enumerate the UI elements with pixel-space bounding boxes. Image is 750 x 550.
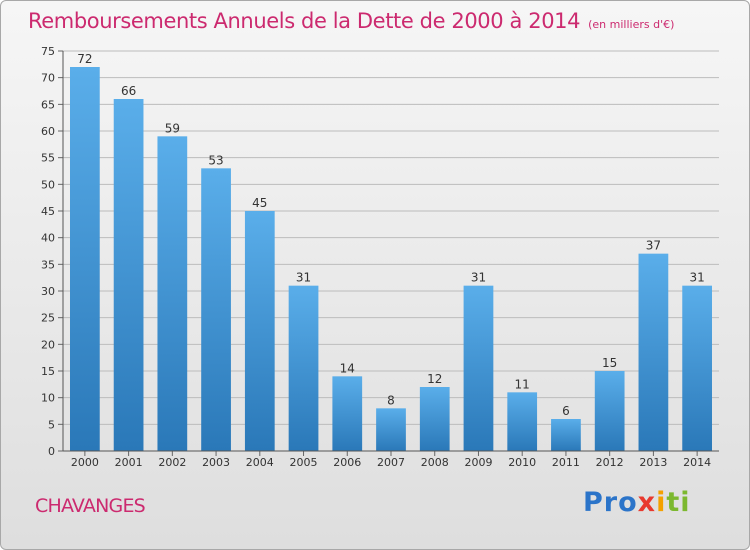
y-tick-label: 20 <box>41 338 55 351</box>
data-label: 59 <box>165 121 180 135</box>
data-label: 8 <box>387 393 395 407</box>
y-tick-label: 35 <box>41 258 55 271</box>
data-label: 66 <box>121 84 136 98</box>
x-tick-label: 2003 <box>202 456 230 469</box>
data-label: 12 <box>427 372 442 386</box>
bar <box>594 371 625 451</box>
x-tick-label: 2000 <box>71 456 99 469</box>
x-tick-label: 2004 <box>246 456 274 469</box>
bar <box>332 376 363 451</box>
logo-part-3: i <box>656 487 667 518</box>
bar <box>69 67 100 451</box>
bar <box>419 387 450 451</box>
data-label: 53 <box>208 153 223 167</box>
x-tick-label: 2009 <box>464 456 492 469</box>
bar <box>638 253 669 451</box>
data-label: 45 <box>252 196 267 210</box>
data-label: 31 <box>296 271 311 285</box>
data-label: 15 <box>602 356 617 370</box>
y-tick-label: 45 <box>41 205 55 218</box>
y-tick-label: 10 <box>41 392 55 405</box>
data-label: 11 <box>515 377 530 391</box>
x-tick-label: 2012 <box>596 456 624 469</box>
chart-title: Remboursements Annuels de la Dette de 20… <box>28 9 674 33</box>
y-tick-label: 30 <box>41 285 55 298</box>
y-tick-label: 5 <box>48 418 55 431</box>
x-tick-label: 2013 <box>639 456 667 469</box>
bar <box>157 136 188 452</box>
y-tick-label: 15 <box>41 365 55 378</box>
bar <box>288 285 319 451</box>
data-label: 6 <box>562 404 570 418</box>
title-main: Remboursements Annuels de la Dette de 20… <box>28 9 581 33</box>
y-tick-label: 55 <box>41 152 55 165</box>
data-label: 14 <box>340 361 355 375</box>
bars: 72 66 59 53 45 31 14 8 12 31 11 6 15 37 31 <box>69 52 713 452</box>
bar <box>682 285 713 451</box>
data-label: 31 <box>471 271 486 285</box>
x-tick-label: 2002 <box>158 456 186 469</box>
bar <box>463 285 494 451</box>
x-tick-label: 2014 <box>683 456 711 469</box>
data-label: 37 <box>646 239 661 253</box>
y-tick-label: 40 <box>41 232 55 245</box>
x-tick-label: 2001 <box>115 456 143 469</box>
y-tick-label: 60 <box>41 125 55 138</box>
title-subtitle: (en milliers d'€) <box>588 18 675 31</box>
bar <box>244 211 275 451</box>
bar <box>551 419 581 451</box>
x-tick-label: 2011 <box>552 456 580 469</box>
y-axis: 0 5 10 15 20 25 30 35 40 45 50 55 60 65 70 75 <box>41 45 64 458</box>
logo-part-2: x <box>637 487 657 518</box>
x-tick-label: 2010 <box>508 456 536 469</box>
x-tick-label: 2007 <box>377 456 405 469</box>
y-tick-label: 65 <box>41 98 55 111</box>
y-tick-label: 75 <box>41 45 55 58</box>
logo-part-1: Pro <box>583 487 638 518</box>
commune-name: CHAVANGES <box>35 495 146 517</box>
x-tick-label: 2008 <box>421 456 449 469</box>
proxiti-logo: Proxiti <box>583 487 691 518</box>
x-tick-label: 2005 <box>290 456 318 469</box>
y-tick-label: 0 <box>48 445 55 458</box>
x-axis: 2000 2001 2002 2003 2004 2005 2006 2007 2008 2009… <box>63 450 719 469</box>
y-tick-label: 70 <box>41 72 55 85</box>
logo-part-4: ti <box>666 487 691 518</box>
bar <box>113 99 144 451</box>
x-tick-label: 2006 <box>333 456 361 469</box>
bar <box>507 392 538 451</box>
bar <box>201 168 231 452</box>
y-tick-label: 50 <box>41 178 55 191</box>
data-label: 31 <box>689 271 704 285</box>
bar <box>376 408 406 451</box>
data-label: 72 <box>77 52 92 66</box>
y-tick-label: 25 <box>41 312 55 325</box>
